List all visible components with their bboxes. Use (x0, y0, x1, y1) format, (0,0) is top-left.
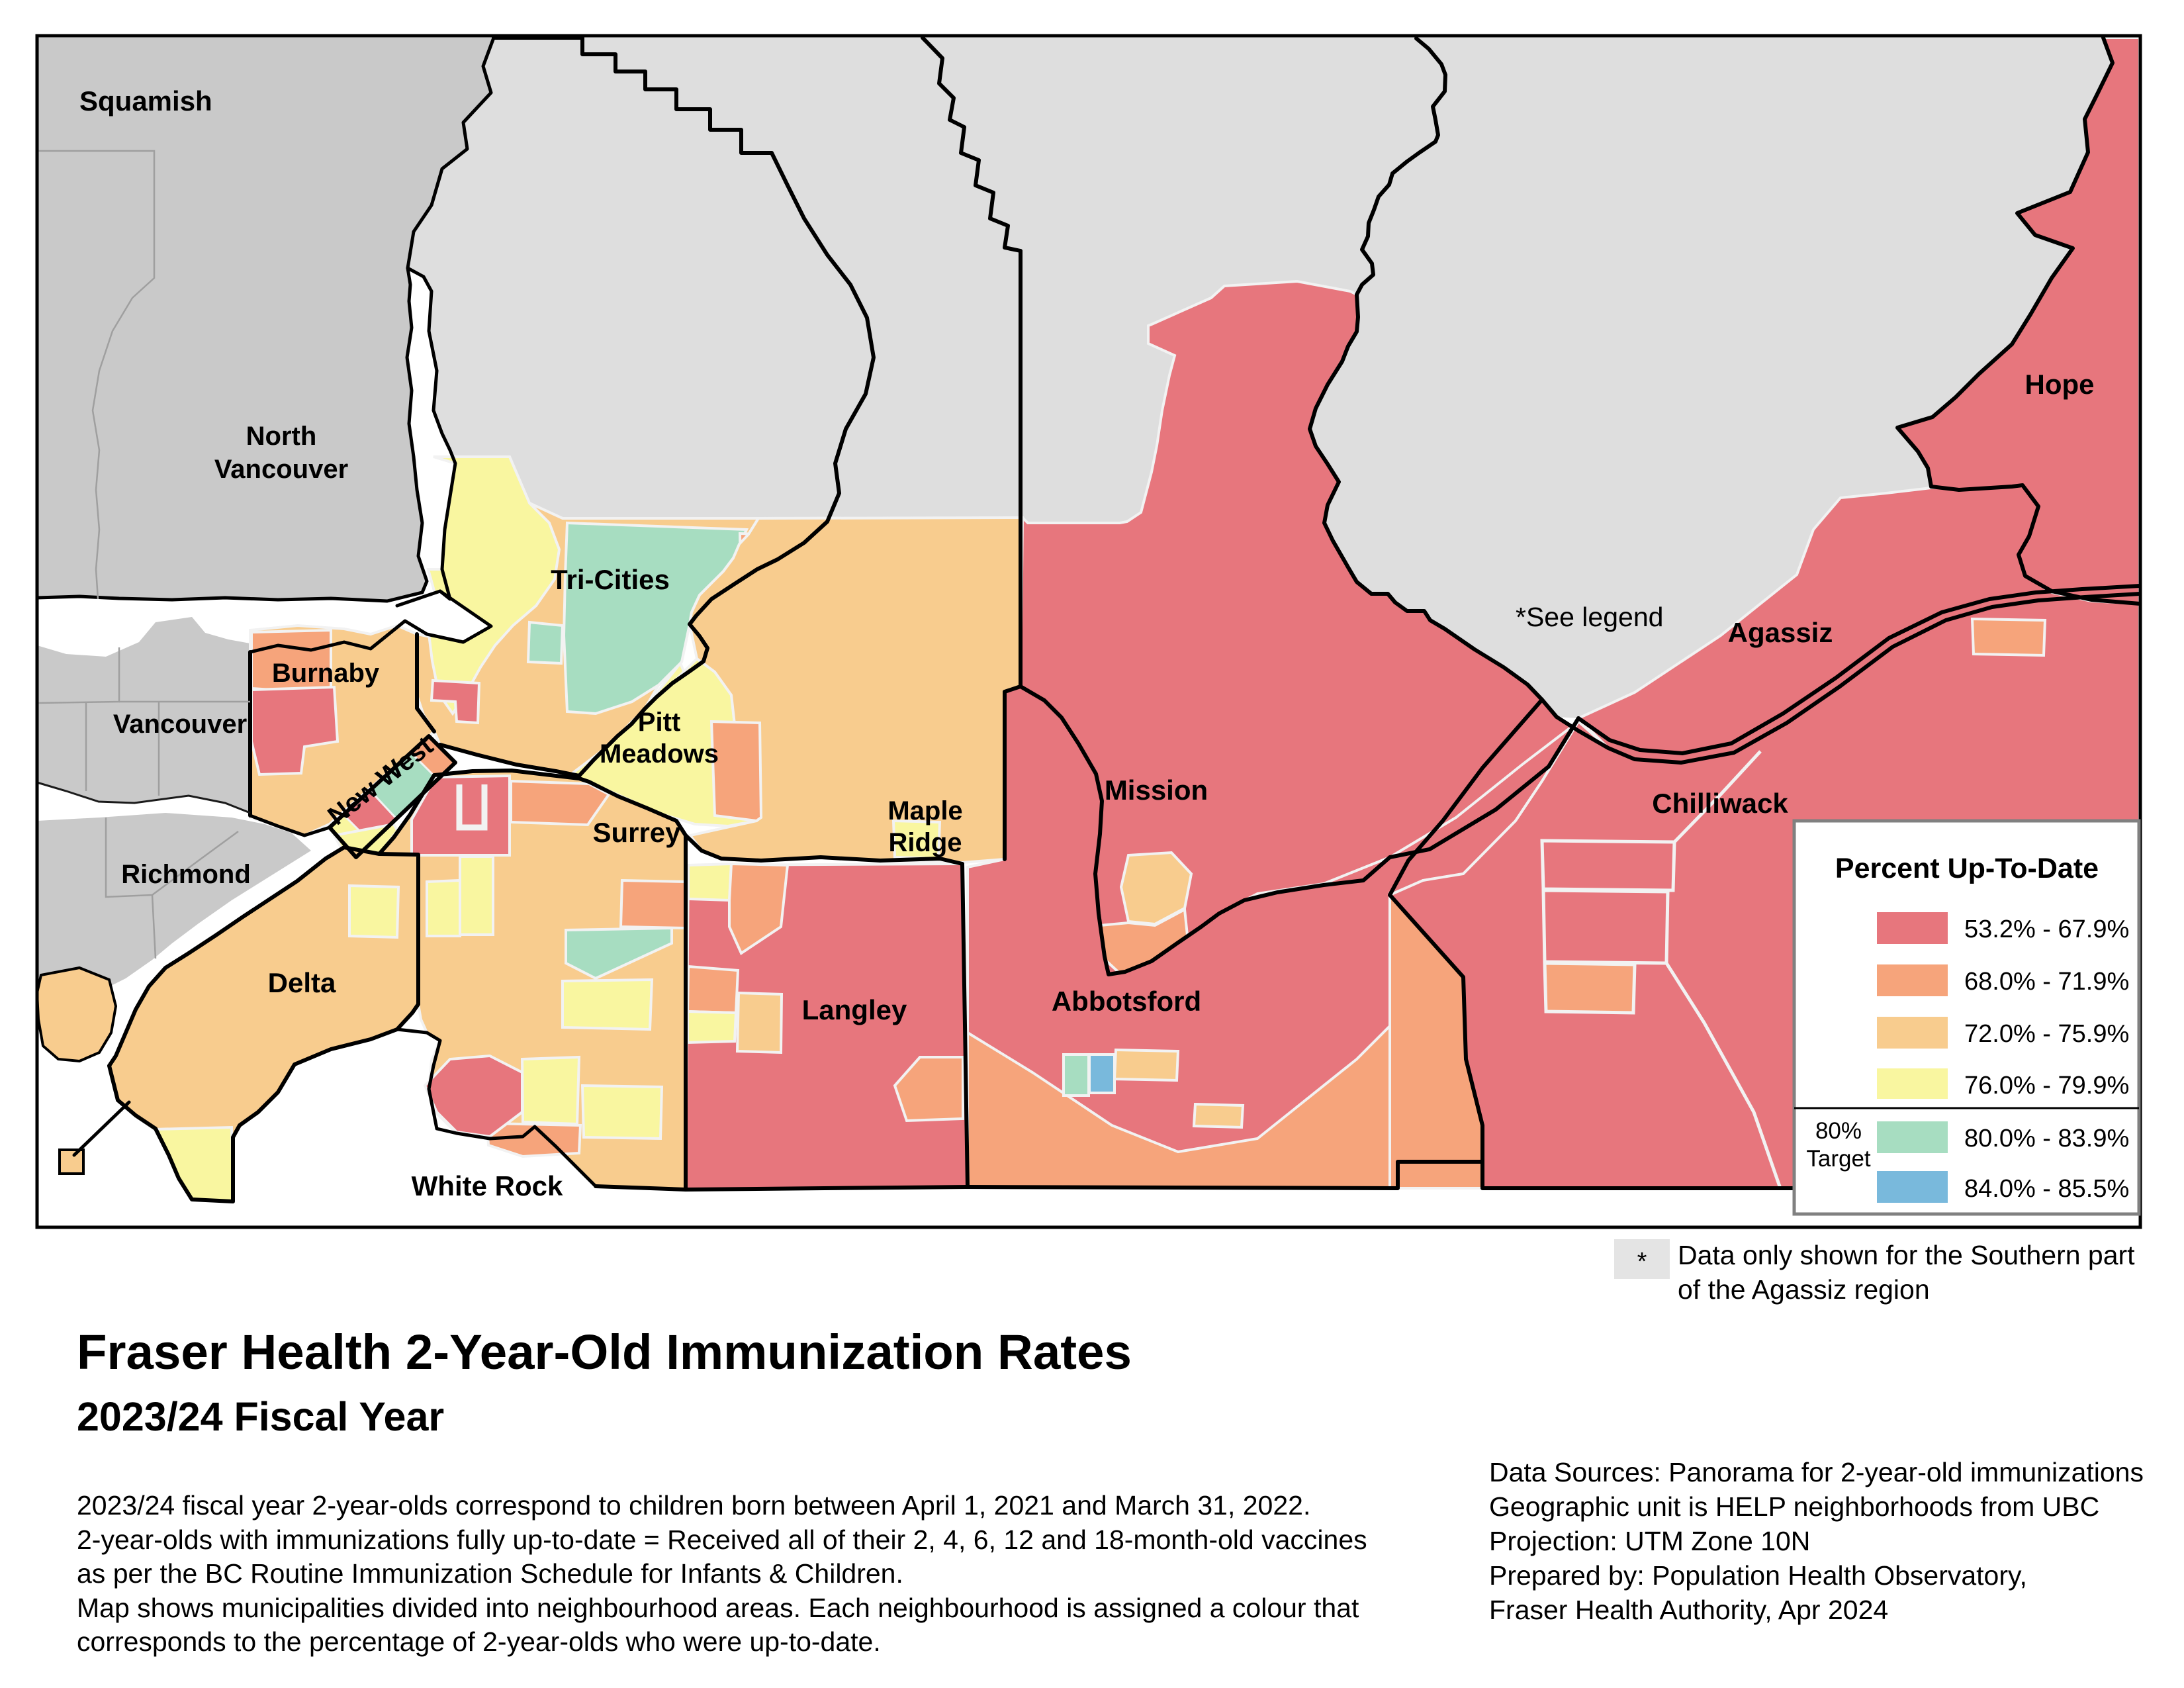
svg-text:as per the BC Routine Immuniza: as per the BC Routine Immunization Sched… (77, 1558, 903, 1589)
svg-text:Target: Target (1806, 1146, 1871, 1172)
svg-text:Projection: UTM Zone 10N: Projection: UTM Zone 10N (1489, 1526, 1810, 1556)
svg-text:*: * (1637, 1248, 1647, 1276)
svg-text:84.0% - 85.5%: 84.0% - 85.5% (1964, 1175, 2129, 1203)
svg-text:Burnaby: Burnaby (272, 659, 380, 688)
svg-text:Abbotsford: Abbotsford (1052, 986, 1201, 1017)
svg-text:Data Sources: Panorama for 2-y: Data Sources: Panorama for 2-year-old im… (1489, 1457, 2144, 1487)
svg-text:Richmond: Richmond (121, 860, 251, 889)
svg-text:Ridge: Ridge (888, 828, 962, 857)
svg-text:Squamish: Squamish (79, 85, 212, 117)
svg-text:Geographic unit is HELP neighb: Geographic unit is HELP neighborhoods fr… (1489, 1491, 2099, 1522)
svg-text:76.0% - 79.9%: 76.0% - 79.9% (1964, 1072, 2129, 1100)
svg-text:corresponds to the percentage: corresponds to the percentage of 2-year-… (77, 1626, 881, 1657)
svg-text:Mission: Mission (1105, 774, 1208, 806)
svg-text:80.0% - 83.9%: 80.0% - 83.9% (1964, 1125, 2129, 1152)
svg-text:White Rock: White Rock (412, 1170, 563, 1201)
svg-text:of the Agassiz region: of the Agassiz region (1678, 1274, 1930, 1305)
svg-text:Maple: Maple (887, 796, 962, 825)
svg-text:Meadows: Meadows (600, 739, 719, 769)
svg-text:Vancouver: Vancouver (214, 455, 348, 484)
svg-text:2023/24 Fiscal Year: 2023/24 Fiscal Year (77, 1394, 444, 1439)
svg-text:80%: 80% (1815, 1118, 1862, 1144)
svg-text:Prepared by: Population Health: Prepared by: Population Health Observato… (1489, 1560, 2027, 1591)
svg-text:Surrey: Surrey (592, 817, 681, 848)
svg-text:Delta: Delta (268, 967, 336, 998)
svg-text:53.2% - 67.9%: 53.2% - 67.9% (1964, 915, 2129, 943)
svg-text:Vancouver: Vancouver (113, 710, 247, 739)
svg-text:68.0% - 71.9%: 68.0% - 71.9% (1964, 968, 2129, 996)
svg-text:Langley: Langley (802, 994, 907, 1025)
svg-text:Fraser Health Authority, Apr 2: Fraser Health Authority, Apr 2024 (1489, 1595, 1888, 1625)
svg-text:Chilliwack: Chilliwack (1652, 788, 1788, 819)
svg-text:Percent Up-To-Date: Percent Up-To-Date (1835, 853, 2099, 884)
svg-text:Agassiz: Agassiz (1728, 617, 1833, 648)
svg-text:Fraser Health 2-Year-Old Immun: Fraser Health 2-Year-Old Immunization Ra… (77, 1325, 1132, 1380)
svg-text:*See legend: *See legend (1516, 602, 1663, 632)
svg-text:North: North (246, 422, 317, 451)
svg-text:Hope: Hope (2025, 369, 2095, 400)
svg-text:72.0% - 75.9%: 72.0% - 75.9% (1964, 1020, 2129, 1048)
svg-text:Pitt: Pitt (638, 708, 680, 737)
svg-text:2023/24 fiscal year 2-year-old: 2023/24 fiscal year 2-year-olds correspo… (77, 1490, 1310, 1521)
svg-text:Tri-Cities: Tri-Cities (551, 564, 670, 595)
svg-text:Data only shown for the Southe: Data only shown for the Southern part (1678, 1240, 2135, 1270)
svg-text:2-year-olds with immunizations: 2-year-olds with immunizations fully up-… (77, 1524, 1367, 1555)
svg-text:Map shows municipalities divid: Map shows municipalities divided into ne… (77, 1593, 1359, 1623)
